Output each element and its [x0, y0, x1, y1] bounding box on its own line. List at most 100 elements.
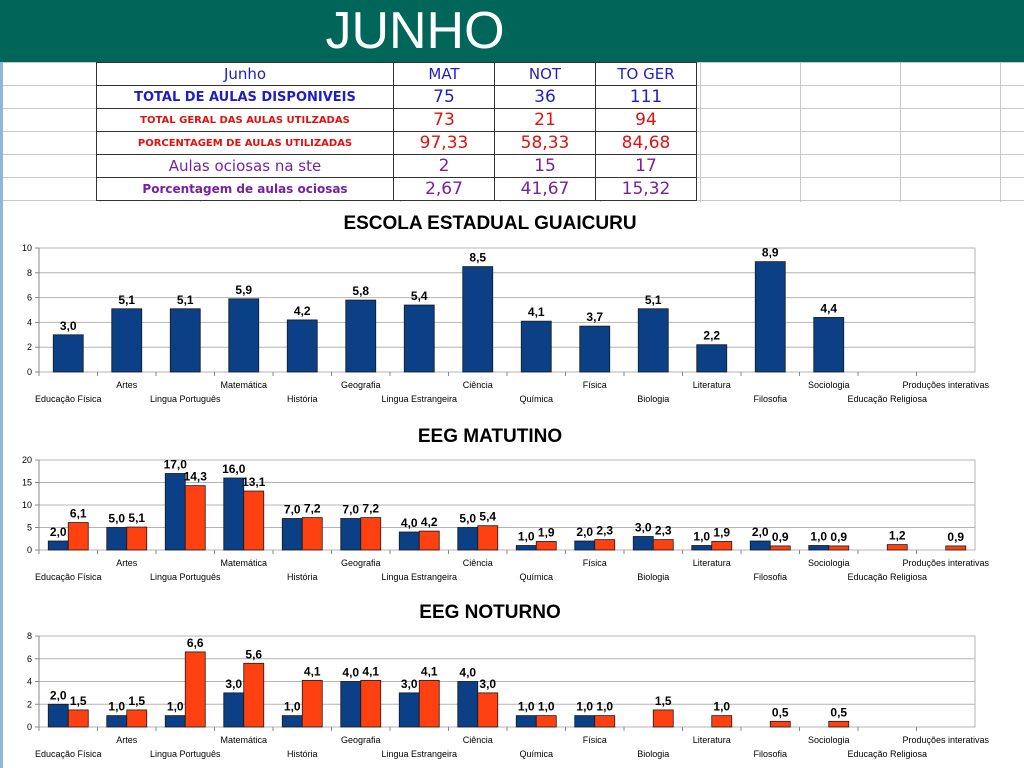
x-tick-label: Lingua Estrangeira	[381, 394, 457, 404]
x-tick-label: Educação Religiosa	[847, 572, 927, 582]
bar	[594, 539, 616, 551]
y-tick-label: 0	[27, 545, 32, 555]
data-label: 5,4	[411, 289, 428, 303]
bar	[711, 541, 733, 551]
bar	[477, 525, 499, 551]
y-tick-label: 4	[27, 677, 32, 687]
x-tick-label: História	[287, 749, 318, 759]
data-label: 2,0	[752, 525, 769, 539]
bar	[515, 545, 537, 551]
cell: 2	[393, 154, 495, 178]
bar	[711, 715, 733, 728]
data-label: 0,9	[772, 530, 789, 544]
data-label: 1,5	[655, 694, 672, 708]
cell: 15,32	[595, 177, 697, 201]
x-tick-label: História	[287, 394, 318, 404]
bar	[223, 692, 245, 728]
row-label: Porcentagem de aulas ociosas	[96, 177, 394, 201]
cell: 75	[393, 85, 495, 109]
cell: 94	[595, 108, 697, 132]
y-tick-label: 8	[27, 268, 32, 278]
x-tick-label: Matemática	[220, 380, 267, 390]
x-tick-label: Sociologia	[808, 380, 850, 390]
data-label: 5,1	[645, 293, 662, 307]
bar	[579, 325, 611, 373]
bar	[535, 541, 557, 551]
x-tick-label: Produções interativas	[902, 380, 989, 390]
row-label: TOTAL DE AULAS DISPONIVEIS	[96, 85, 394, 109]
data-label: 2,0	[50, 688, 67, 702]
data-label: 1,0	[713, 700, 730, 714]
x-tick-label: Literatura	[693, 558, 731, 568]
y-tick-label: 6	[27, 654, 32, 664]
x-tick-label: Lingua Português	[150, 394, 221, 404]
data-label: 4,0	[401, 516, 418, 530]
bar	[126, 709, 148, 728]
y-tick-label: 8	[27, 631, 32, 641]
data-label: 5,1	[128, 511, 145, 525]
x-tick-label: Artes	[116, 735, 138, 745]
bar	[457, 527, 479, 551]
bar	[281, 518, 303, 551]
chart-title: ESCOLA ESTADUAL GUAICURU	[343, 213, 636, 234]
x-tick-label: Ciência	[463, 735, 493, 745]
bar	[418, 679, 440, 728]
data-label: 7,2	[304, 502, 321, 516]
bar	[696, 344, 728, 373]
bar	[340, 518, 362, 551]
data-label: 1,0	[284, 700, 301, 714]
data-label: 1,0	[576, 700, 593, 714]
data-label: 8,5	[469, 251, 486, 265]
bar	[67, 709, 89, 728]
bar	[345, 299, 377, 373]
data-label: 6,6	[187, 636, 204, 650]
bar	[477, 692, 499, 728]
y-tick-label: 2	[27, 699, 32, 709]
bar	[47, 703, 69, 728]
y-tick-label: 6	[27, 293, 32, 303]
x-tick-label: Matemática	[220, 558, 267, 568]
bar	[637, 308, 669, 373]
bar	[106, 715, 128, 728]
data-label: 4,2	[421, 515, 438, 529]
x-tick-label: Lingua Estrangeira	[381, 749, 457, 759]
bar	[652, 709, 674, 728]
bar	[749, 540, 771, 551]
data-label: 5,9	[235, 283, 252, 297]
bar	[184, 485, 206, 551]
bar	[301, 517, 323, 551]
data-label: 4,1	[528, 305, 545, 319]
x-tick-label: Literatura	[693, 380, 731, 390]
data-label: 14,3	[184, 470, 208, 484]
data-label: 4,2	[294, 304, 311, 318]
left-edge-strip	[0, 62, 3, 768]
bar	[67, 522, 89, 551]
bar	[462, 266, 494, 373]
x-tick-label: Filosofia	[753, 572, 787, 582]
x-tick-label: Ciência	[463, 380, 493, 390]
data-label: 4,1	[421, 664, 438, 678]
x-tick-label: Educação Física	[35, 749, 102, 759]
bar	[184, 651, 206, 728]
x-tick-label: Lingua Português	[150, 749, 221, 759]
x-tick-label: Geografia	[341, 735, 381, 745]
x-tick-label: Educação Física	[35, 572, 102, 582]
bar	[243, 490, 265, 551]
data-label: 1,0	[518, 700, 535, 714]
bar	[418, 530, 440, 551]
data-label: 1,0	[108, 700, 125, 714]
bar	[574, 715, 596, 728]
bar	[126, 526, 148, 551]
x-tick-label: Sociologia	[808, 735, 850, 745]
bar	[164, 715, 186, 728]
bar	[520, 320, 552, 373]
data-label: 1,9	[538, 525, 555, 539]
data-label: 2,3	[655, 524, 672, 538]
data-label: 16,0	[222, 462, 246, 476]
data-label: 0,9	[947, 530, 964, 544]
bar	[769, 545, 791, 551]
bar	[228, 298, 260, 373]
bar	[769, 720, 791, 728]
data-label: 6,1	[70, 507, 87, 521]
data-label: 3,0	[401, 677, 418, 691]
